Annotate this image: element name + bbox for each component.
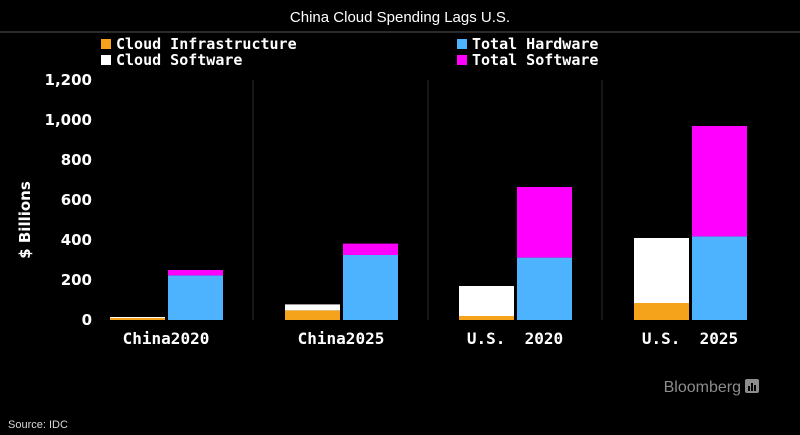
- bar-u-s-2020-cloud-infrastructure: [459, 316, 514, 320]
- source-note: Source: IDC: [8, 419, 68, 431]
- y-tick-label-600: 600: [61, 191, 92, 209]
- bar-u-s-2025-total-software: [692, 126, 747, 237]
- x-tick-label-u-s-2020: U.S. 2020: [467, 329, 563, 348]
- x-tick-label-u-s-2025: U.S. 2025: [642, 329, 738, 348]
- legend-label-cloud-software: Cloud Software: [116, 51, 242, 69]
- y-tick-label-1200: 1,200: [45, 71, 92, 89]
- bar-china2025-total-hardware: [343, 255, 398, 320]
- legend: Cloud Infrastructure Total Hardware Cloud …: [101, 35, 598, 69]
- legend-swatch-cloud-software: [101, 55, 111, 65]
- bar-china2025-cloud-infrastructure: [285, 310, 340, 320]
- bar-u-s-2020-total-software: [517, 187, 572, 258]
- bars: [110, 126, 747, 320]
- chart-title: China Cloud Spending Lags U.S.: [290, 9, 510, 26]
- bar-china2020-cloud-software: [110, 317, 165, 318]
- y-axis-label: $ Billions: [16, 181, 34, 259]
- y-tick-label-0: 0: [82, 311, 92, 329]
- bar-china2025-cloud-software: [285, 304, 340, 311]
- bar-china2025-total-software: [343, 243, 398, 255]
- bar-u-s-2020-cloud-software: [459, 286, 514, 316]
- x-tick-label-china2020: China2020: [123, 329, 210, 348]
- bar-u-s-2020-total-hardware: [517, 257, 572, 320]
- bar-u-s-2025-cloud-infrastructure: [634, 303, 689, 320]
- x-axis-labels: China2020 China2025 U.S. 2020 U.S. 2025: [123, 329, 739, 348]
- bar-china2020-total-software: [168, 270, 223, 276]
- legend-label-total-hardware: Total Hardware: [472, 35, 598, 53]
- category-dividers: [252, 80, 603, 320]
- bar-u-s-2025-cloud-software: [634, 238, 689, 303]
- bar-china2020-total-hardware: [168, 275, 223, 320]
- legend-swatch-total-software: [457, 55, 467, 65]
- legend-label-cloud-infrastructure: Cloud Infrastructure: [116, 35, 297, 53]
- x-tick-label-china2025: China2025: [298, 329, 385, 348]
- y-tick-label-1000: 1,000: [45, 111, 92, 129]
- y-tick-label-400: 400: [61, 231, 92, 249]
- y-axis-ticks: 0 200 400 600 800 1,000 1,200: [45, 71, 92, 329]
- bar-china2020-cloud-infrastructure: [110, 318, 165, 320]
- y-tick-label-800: 800: [61, 151, 92, 169]
- bloomberg-logo: Bloomberg: [664, 379, 741, 396]
- y-tick-label-200: 200: [61, 271, 92, 289]
- bar-u-s-2025-total-hardware: [692, 236, 747, 320]
- bloomberg-chart-icon: [745, 379, 759, 393]
- legend-label-total-software: Total Software: [472, 51, 598, 69]
- legend-swatch-cloud-infrastructure: [101, 39, 111, 49]
- legend-swatch-total-hardware: [457, 39, 467, 49]
